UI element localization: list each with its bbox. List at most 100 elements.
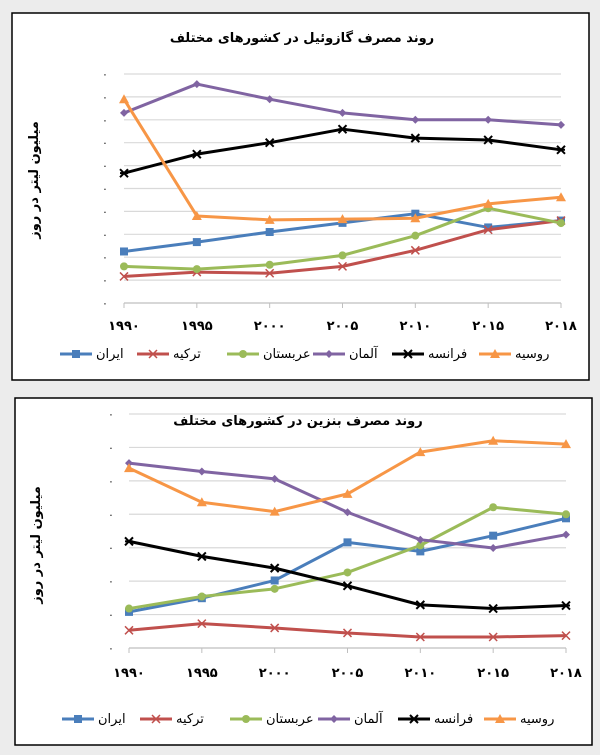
legend-marker — [242, 715, 250, 723]
data-point — [192, 149, 202, 159]
data-point — [192, 238, 201, 247]
data-point — [489, 531, 498, 540]
data-point — [410, 213, 421, 223]
y-tick-label: ٠ — [102, 160, 108, 173]
legend-label: روسیه — [515, 347, 549, 362]
data-point — [483, 225, 493, 235]
legend-item: ترکیه — [140, 712, 204, 727]
data-point — [264, 214, 275, 224]
data-point — [192, 265, 201, 274]
y-tick-label: ٠ — [108, 475, 114, 488]
x-tick-label: ۱۹۹۵ — [186, 666, 218, 681]
data-point — [483, 135, 493, 145]
series-5 — [124, 435, 571, 516]
data-point — [410, 245, 420, 255]
data-point — [265, 228, 274, 237]
data-point — [557, 120, 565, 129]
data-point — [410, 133, 421, 143]
data-point — [124, 625, 134, 635]
data-point — [269, 506, 280, 516]
data-point — [197, 592, 206, 601]
chart-frame — [14, 397, 593, 746]
data-point — [124, 463, 134, 473]
data-point — [488, 632, 498, 642]
y-tick-label: ٠ — [108, 441, 114, 454]
legend-label: ایران — [96, 347, 124, 362]
y-tick-label: ٠ — [102, 183, 108, 196]
y-tick-label: ٠ — [108, 508, 114, 521]
data-point — [197, 551, 207, 562]
data-point — [119, 168, 129, 178]
series-1 — [124, 619, 571, 642]
diesel-consumption-chart: روند مصرف گازوئیل در کشورهای مختلف میلیو… — [11, 12, 590, 381]
legend-label: عربستان — [263, 347, 311, 362]
legend-label: ترکیه — [176, 712, 204, 727]
data-point — [561, 600, 571, 611]
legend-item: آلمان — [318, 710, 384, 727]
data-point — [270, 584, 279, 593]
data-point — [120, 247, 128, 256]
data-point — [265, 268, 275, 278]
data-point — [411, 231, 420, 240]
x-tick-label: ۱۹۹۰ — [113, 666, 145, 681]
x-tick-label: ۲۰۱۰ — [404, 666, 436, 681]
legend-label: عربستان — [266, 712, 314, 727]
data-point — [192, 80, 201, 89]
legend-marker — [148, 349, 158, 359]
legend-label: آلمان — [354, 710, 384, 727]
legend-label: آلمان — [349, 345, 379, 362]
y-tick-label: ٠ — [102, 68, 108, 81]
data-point — [561, 439, 571, 449]
data-point — [489, 544, 498, 553]
data-point — [337, 214, 348, 224]
data-point — [119, 271, 129, 281]
x-tick-label: ۲۰۱۵ — [472, 319, 504, 334]
series-5 — [119, 94, 566, 224]
y-tick-label: ٠ — [102, 251, 108, 264]
legend-item: آلمان — [313, 345, 379, 362]
x-tick-label: ۲۰۱۰ — [399, 319, 431, 334]
data-point — [415, 632, 425, 642]
data-point — [343, 538, 352, 547]
data-point — [415, 447, 426, 457]
x-tick-label: ۱۹۹۰ — [108, 319, 140, 334]
data-point — [416, 547, 425, 556]
data-point — [342, 628, 353, 638]
series-4 — [124, 536, 571, 614]
data-point — [488, 435, 499, 445]
data-point — [197, 467, 206, 476]
legend-marker — [325, 350, 333, 358]
data-point — [120, 262, 128, 271]
data-point — [196, 497, 207, 507]
data-point — [343, 508, 352, 517]
series-2 — [125, 503, 570, 613]
y-tick-label: ٠ — [102, 137, 108, 150]
data-point — [120, 108, 128, 117]
chart-title: روند مصرف بنزین در کشورهای مختلف — [173, 414, 422, 429]
data-point — [337, 124, 348, 134]
series-3 — [120, 80, 565, 129]
data-point — [411, 115, 420, 124]
legend-item: ایران — [62, 712, 126, 727]
data-point — [270, 474, 279, 483]
legend-marker — [151, 714, 161, 724]
data-point — [342, 488, 353, 498]
data-point — [342, 581, 353, 591]
data-point — [416, 541, 425, 550]
data-point — [270, 576, 279, 585]
y-tick-label: ٠ — [108, 542, 114, 555]
x-tick-label: ۲۰۱۵ — [477, 666, 509, 681]
data-point — [483, 198, 494, 208]
chart-title: روند مصرف گازوئیل در کشورهای مختلف — [170, 30, 434, 46]
legend-label: فرانسه — [428, 347, 467, 362]
y-tick-label: ٠ — [102, 91, 108, 104]
data-point — [489, 503, 498, 512]
legend-marker — [495, 714, 505, 723]
legend-marker — [403, 349, 413, 359]
data-point — [484, 223, 493, 232]
legend-label: ترکیه — [173, 347, 201, 362]
legend-marker — [74, 715, 82, 723]
data-point — [191, 210, 202, 220]
legend-item: روسیه — [479, 347, 549, 362]
